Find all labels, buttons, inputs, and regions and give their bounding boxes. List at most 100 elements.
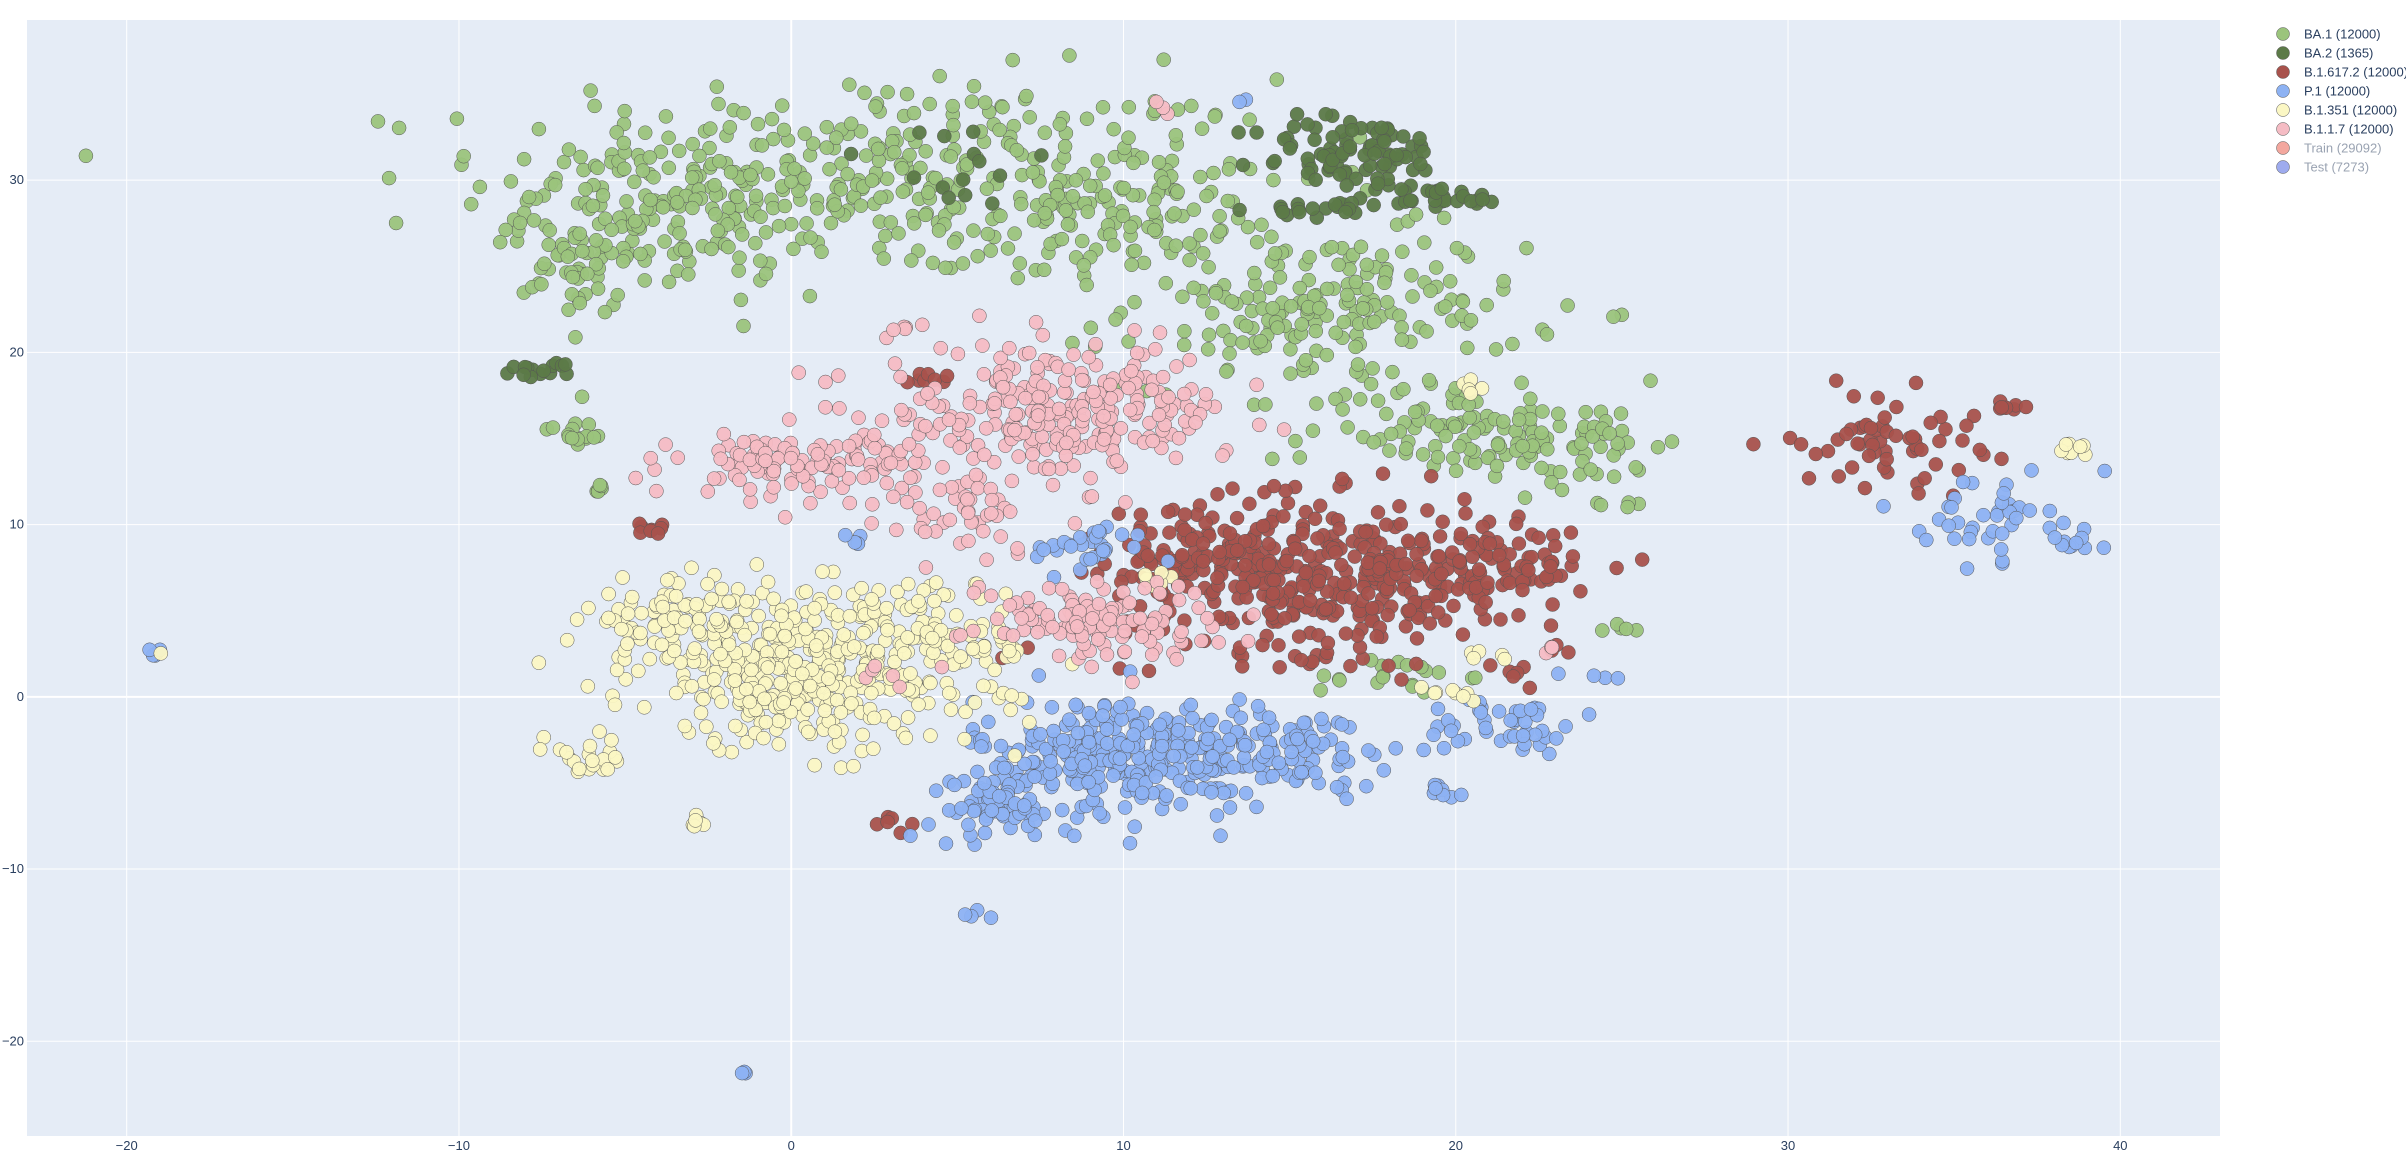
scatter-point <box>1478 720 1493 736</box>
scatter-point <box>972 308 987 324</box>
scatter-point <box>995 99 1010 115</box>
scatter-point <box>1475 192 1490 207</box>
scatter-point <box>646 170 661 185</box>
scatter-point <box>592 724 607 739</box>
scatter-point <box>1127 243 1143 259</box>
scatter-point <box>980 226 996 242</box>
scatter-point <box>1543 559 1558 574</box>
legend-item[interactable]: BA.1 (12000) <box>2276 27 2381 42</box>
scatter-point <box>1430 418 1445 433</box>
scatter-point <box>1200 731 1216 747</box>
legend-item[interactable]: Train (29092) <box>2276 141 2382 156</box>
scatter-point <box>1037 206 1053 221</box>
scatter-point <box>1334 717 1350 732</box>
scatter-point <box>1419 324 1434 339</box>
scatter-point <box>2068 535 2084 551</box>
scatter-point <box>1081 734 1097 750</box>
scatter-point <box>598 211 613 226</box>
scatter-point <box>1099 722 1115 737</box>
scatter-point <box>955 256 971 271</box>
scatter-point <box>610 287 625 303</box>
scatter-point <box>1458 506 1473 521</box>
scatter-point <box>1118 495 1133 510</box>
legend-item[interactable]: Test (7273) <box>2276 160 2370 175</box>
legend[interactable]: BA.1 (12000) BA.2 (1365) B.1.617.2 (12000)… <box>2276 27 2406 175</box>
scatter-point <box>1595 623 1610 638</box>
scatter-point <box>734 1065 750 1081</box>
legend-item[interactable]: B.1.1.7 (12000) <box>2276 122 2394 137</box>
scatter-point <box>1005 628 1021 643</box>
scatter-point <box>1025 165 1041 180</box>
scatter-point <box>1544 475 1559 490</box>
scatter-point <box>1200 342 1216 357</box>
scatter-point <box>1551 666 1566 681</box>
scatter-point <box>1552 464 1568 480</box>
scatter-point <box>987 662 1002 678</box>
scatter-point <box>786 241 801 257</box>
scatter-point <box>677 242 693 258</box>
y-tick-text: −10 <box>2 861 24 876</box>
x-tick-text: 10 <box>1116 1138 1130 1153</box>
scatter-point <box>1300 117 1315 132</box>
scatter-point <box>941 190 956 206</box>
scatter-point <box>1613 406 1629 421</box>
scatter-point <box>1430 449 1446 465</box>
scatter-point <box>1108 312 1123 327</box>
scatter-point <box>1054 802 1070 818</box>
scatter-point <box>1106 237 1121 253</box>
scatter-point <box>1515 728 1531 743</box>
scatter-point <box>964 94 980 109</box>
scatter-point <box>846 758 861 774</box>
scatter-point <box>1222 346 1237 361</box>
scatter-point <box>1515 438 1530 454</box>
scatter-point <box>1309 396 1324 411</box>
scatter-point <box>1076 258 1092 273</box>
scatter-point <box>1249 377 1264 393</box>
scatter-point <box>1074 233 1090 249</box>
scatter-point <box>1017 756 1032 772</box>
series-5 <box>628 94 1560 695</box>
scatter-point <box>1151 154 1167 170</box>
legend-item[interactable]: BA.2 (1365) <box>2276 46 2374 61</box>
x-tick-text: 30 <box>1781 1138 1795 1153</box>
scatter-point <box>2018 399 2034 415</box>
scatter-point <box>1578 404 1593 420</box>
scatter-point <box>989 611 1005 627</box>
scatter-point <box>1403 193 1418 208</box>
scatter-point <box>867 658 883 674</box>
scatter-point <box>1194 121 1210 136</box>
scatter-point <box>1231 125 1246 140</box>
x-tick-text: 40 <box>2113 1138 2127 1153</box>
scatter-point <box>904 253 919 268</box>
scatter-point <box>1491 704 1507 719</box>
series-4 <box>153 372 2093 834</box>
scatter-point <box>1185 710 1200 726</box>
scatter-point <box>1490 437 1506 452</box>
scatter-point <box>1212 208 1227 224</box>
scatter-point <box>600 762 615 777</box>
legend-item[interactable]: B.1.351 (12000) <box>2276 103 2398 118</box>
scatter-point <box>1941 518 1956 533</box>
scatter-point <box>842 77 857 92</box>
legend-item[interactable]: B.1.617.2 (12000) <box>2276 65 2406 80</box>
scatter-point <box>1269 72 1285 87</box>
scatter-point <box>1070 619 1085 634</box>
scatter-point <box>1523 702 1539 717</box>
scatter-point <box>1452 439 1467 454</box>
scatter-point <box>1889 399 1904 415</box>
legend-item[interactable]: P.1 (12000) <box>2276 84 2371 99</box>
scatter-point <box>920 386 935 401</box>
scatter-point <box>939 368 955 384</box>
scatter-point <box>1554 482 1570 498</box>
scatter-point <box>1242 496 1257 512</box>
scatter-point <box>739 681 754 697</box>
scatter-point <box>1332 673 1347 688</box>
scatter-point <box>1381 658 1396 674</box>
scatter-point <box>624 589 640 605</box>
scatter-point <box>1271 755 1287 771</box>
y-tick-text: 0 <box>17 689 24 704</box>
scatter-point <box>938 260 953 276</box>
scatter-point <box>671 143 687 159</box>
scatter-point <box>696 691 711 707</box>
scatter-point <box>1090 632 1106 647</box>
